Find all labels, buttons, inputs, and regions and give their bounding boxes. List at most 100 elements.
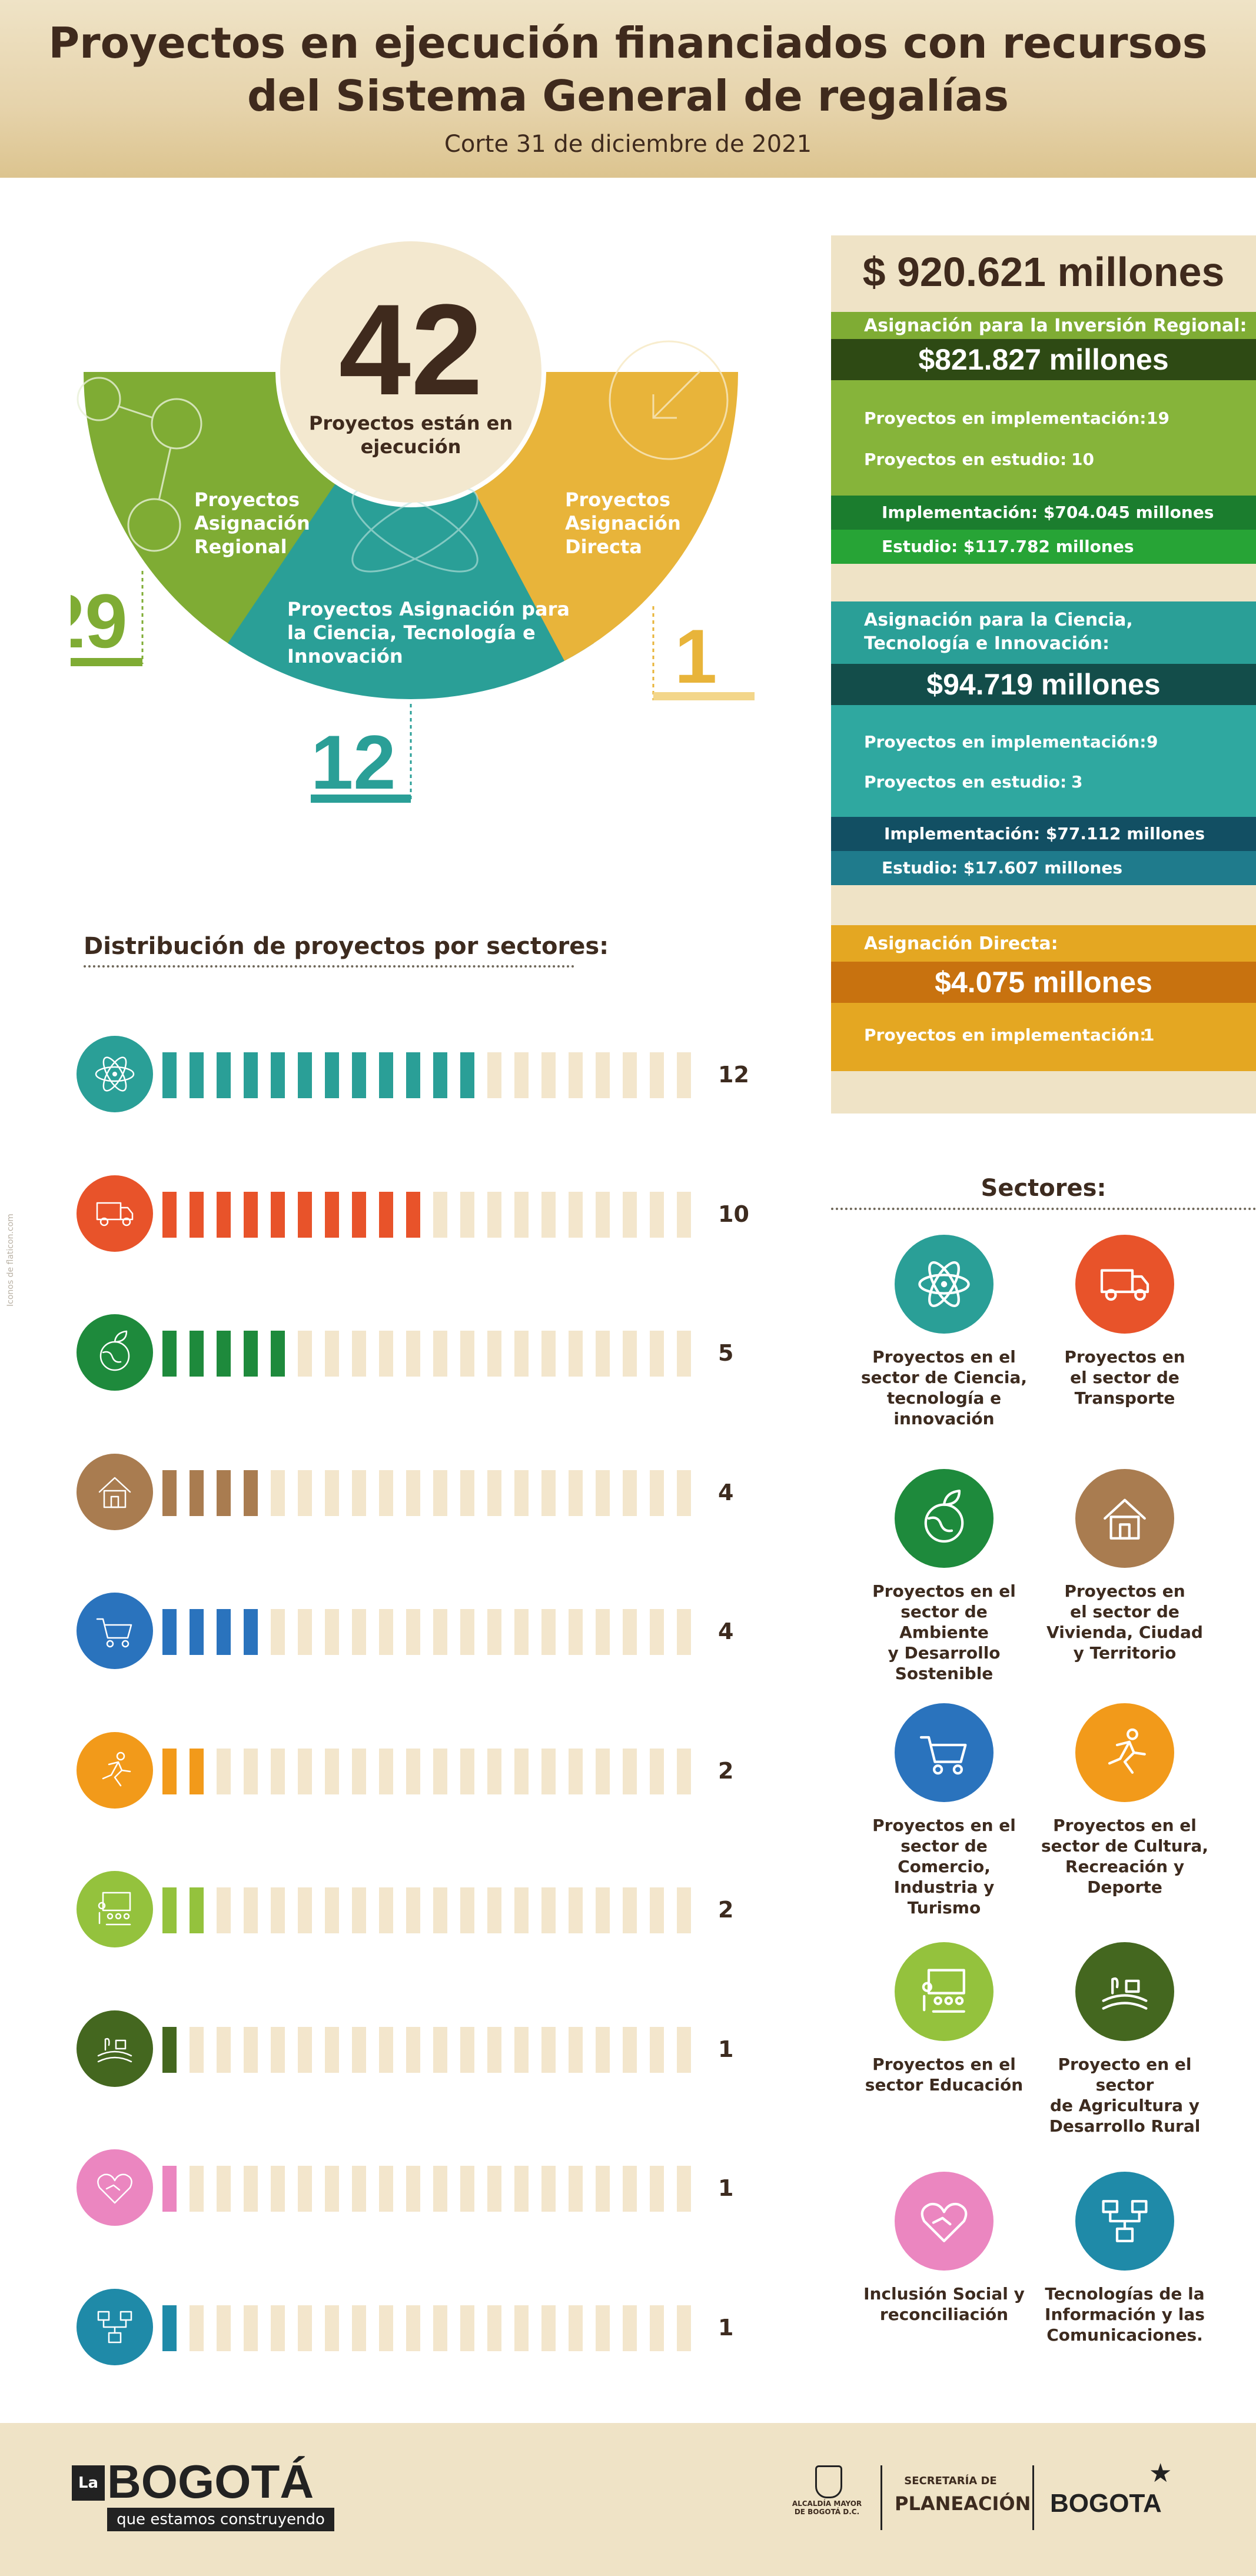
bar-segment-empty <box>541 1749 556 1794</box>
bar-segment-empty <box>514 1470 529 1516</box>
sector-label: Proyectos en el sector de Ambiente y Desar… <box>856 1581 1032 1684</box>
bar-segment-empty <box>623 1192 637 1238</box>
sector-label-line: Sostenible <box>895 1664 993 1683</box>
bar-segment-empty <box>514 1887 529 1933</box>
regional-underline <box>71 658 142 666</box>
bar-segment-empty <box>596 1052 610 1098</box>
regional-amount-band: $821.827 millones <box>831 339 1256 380</box>
bar-segment-empty <box>487 1192 501 1238</box>
sector-label-line: Proyecto en el sector <box>1058 2055 1192 2095</box>
bar-segment-filled <box>162 2166 177 2212</box>
bar-segment-filled <box>298 1052 312 1098</box>
bar-segment-empty <box>406 1887 420 1933</box>
truck-icon <box>1075 1235 1174 1334</box>
bar-segment-empty <box>541 2166 556 2212</box>
bar-segment-empty <box>379 1609 393 1655</box>
distribution-row: 4 <box>0 1593 765 1669</box>
bar-segment-empty <box>569 1052 583 1098</box>
sector-label-line: reconciliación <box>879 2305 1009 2324</box>
distribution-row: 10 <box>0 1175 765 1252</box>
distribution-divider <box>84 965 574 968</box>
bar-segment-empty <box>433 1470 447 1516</box>
bar-segment-empty <box>569 1609 583 1655</box>
bar-segment-empty <box>433 1609 447 1655</box>
sector-label-line: Recreación y <box>1065 1857 1185 1876</box>
bar-segment-empty <box>487 1887 501 1933</box>
bar-segment-empty <box>298 1331 312 1377</box>
directa-counts-band: Proyectos en implementación: 1 <box>831 1003 1256 1071</box>
bar-segment-empty <box>541 1609 556 1655</box>
bar-segment-empty <box>379 1470 393 1516</box>
directa-label-2: Asignación <box>565 512 681 534</box>
bar-segment-empty <box>352 1609 366 1655</box>
icon-credit: Iconos de flaticon.com <box>6 1214 15 1307</box>
bar-segment-empty <box>596 1192 610 1238</box>
bar-segment-empty <box>487 1470 501 1516</box>
bar-segment-empty <box>460 1609 474 1655</box>
bar-segment-empty <box>433 2027 447 2073</box>
heart-hands-icon <box>77 2149 153 2226</box>
bar-segment-empty <box>190 2027 204 2073</box>
bar-segment-empty <box>271 2166 285 2212</box>
network-icon <box>1075 2172 1174 2271</box>
bar-segment-empty <box>298 1887 312 1933</box>
bar-segment-empty <box>677 2166 691 2212</box>
regional-study-amount: Estudio: $117.782 millones <box>882 537 1134 556</box>
sector-label: Proyectos en el sector Educación <box>856 2054 1032 2095</box>
directa-heading: Asignación Directa: <box>864 933 1058 954</box>
bar-segment-empty <box>325 1749 339 1794</box>
sector-label-line: Tecnologías de la <box>1045 2284 1205 2304</box>
bar-segment-empty <box>217 2166 231 2212</box>
bar-segment-empty <box>379 1331 393 1377</box>
logo-tagline: que estamos construyendo <box>107 2508 334 2531</box>
sector-label-line: Información y las <box>1045 2305 1205 2324</box>
bar-segment-empty <box>623 1887 637 1933</box>
bar-segment-empty <box>298 2166 312 2212</box>
bar-segment-empty <box>541 1052 556 1098</box>
bar-segment-filled <box>162 1470 177 1516</box>
bar-segment-empty <box>379 2305 393 2351</box>
cart-icon <box>77 1593 153 1669</box>
directa-count: 1 <box>674 613 717 699</box>
bar-segment-empty <box>650 1749 664 1794</box>
bar-segment-empty <box>596 2166 610 2212</box>
bar-segment-filled <box>244 1470 258 1516</box>
bar-segment-empty <box>460 1192 474 1238</box>
sector-label: Proyecto en el sector de Agricultura y Des… <box>1036 2054 1213 2136</box>
bar-segment-empty <box>569 1887 583 1933</box>
bar-segment-empty <box>487 2166 501 2212</box>
total-label-1: Proyectos están en <box>309 412 513 434</box>
distribution-title: Distribución de proyectos por sectores: <box>84 933 609 960</box>
distribution-row: 5 <box>0 1314 765 1391</box>
bar-segment-empty <box>487 1331 501 1377</box>
sector-label-line: el sector de <box>1070 1602 1179 1621</box>
bar-segment-filled <box>217 1052 231 1098</box>
bar-segment-empty <box>487 2027 501 2073</box>
sector-label-line: y Territorio <box>1073 1643 1177 1663</box>
sector-label-line: el sector de <box>1070 1368 1179 1387</box>
classroom-icon <box>77 1871 153 1947</box>
summary-total: $ 920.621 millones <box>862 249 1225 295</box>
ciencia-count: 12 <box>311 719 396 805</box>
sector-label: Proyectos en el sector de Transporte <box>1036 1347 1213 1408</box>
bar-segment-filled <box>190 1470 204 1516</box>
bar-segment-empty <box>596 1470 610 1516</box>
bar-segment-filled <box>162 1609 177 1655</box>
bar-segment-empty <box>433 1192 447 1238</box>
bar-segment-empty <box>244 2305 258 2351</box>
bar-segment-empty <box>460 2027 474 2073</box>
bar-segment-filled <box>460 1052 474 1098</box>
title-line-1: Proyectos en ejecución financiados con r… <box>48 18 1208 68</box>
distribution-row: 1 <box>0 2289 765 2365</box>
sector-label-line: Proyectos en el <box>872 1816 1016 1835</box>
bar-segment-empty <box>325 1887 339 1933</box>
bar-segment-empty <box>244 2166 258 2212</box>
sector-label-line: Proyectos en el <box>1053 1816 1197 1835</box>
bar-segment-empty <box>379 1749 393 1794</box>
title-line-2: del Sistema General de regalías <box>247 71 1009 121</box>
ciencia-counts-band: Proyectos en implementación: 9 Proyectos… <box>831 705 1256 817</box>
bar-segment-empty <box>271 1749 285 1794</box>
footer-divider-2 <box>1032 2465 1034 2530</box>
bar-segment-empty <box>541 2305 556 2351</box>
ciencia-amount-band: $94.719 millones <box>831 664 1256 705</box>
